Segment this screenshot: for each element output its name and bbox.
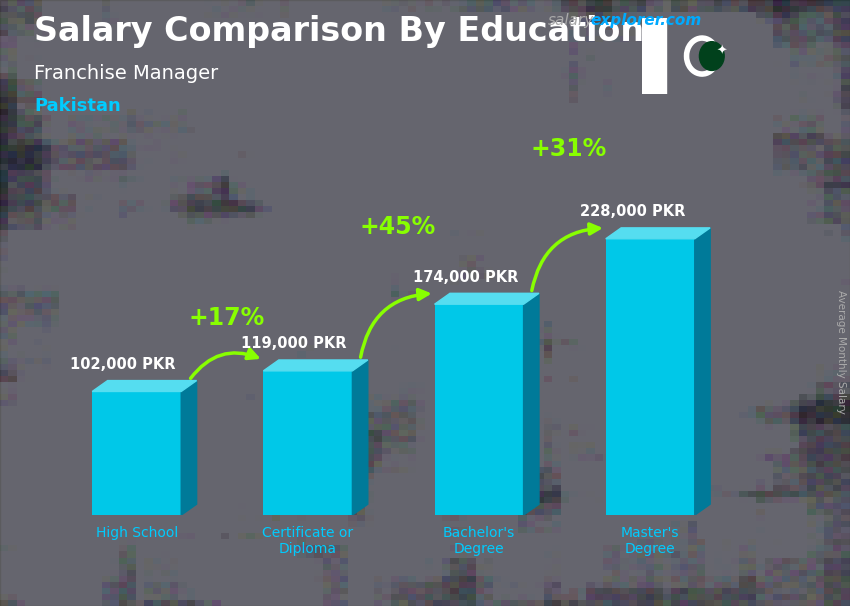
Polygon shape: [694, 228, 710, 515]
Bar: [606, 239, 694, 515]
Text: Franchise Manager: Franchise Manager: [34, 64, 218, 82]
Bar: [642, 18, 666, 94]
Polygon shape: [524, 293, 539, 515]
FancyArrowPatch shape: [190, 349, 258, 378]
Text: 102,000 PKR: 102,000 PKR: [71, 357, 176, 372]
Text: explorer.com: explorer.com: [591, 13, 702, 28]
Text: +17%: +17%: [188, 305, 264, 330]
Text: Pakistan: Pakistan: [34, 97, 121, 115]
Polygon shape: [434, 293, 539, 304]
Text: +45%: +45%: [360, 215, 435, 239]
Bar: [92, 391, 181, 515]
Bar: [434, 304, 524, 515]
Circle shape: [700, 42, 724, 70]
Text: Average Monthly Salary: Average Monthly Salary: [836, 290, 846, 413]
Polygon shape: [264, 360, 368, 371]
Text: ✦: ✦: [717, 45, 727, 58]
FancyArrowPatch shape: [360, 290, 428, 357]
Text: Salary Comparison By Education: Salary Comparison By Education: [34, 15, 644, 48]
Text: 228,000 PKR: 228,000 PKR: [581, 204, 686, 219]
Polygon shape: [181, 381, 196, 515]
Text: +31%: +31%: [530, 137, 607, 161]
FancyArrowPatch shape: [532, 224, 599, 290]
Polygon shape: [353, 360, 368, 515]
Polygon shape: [606, 228, 710, 239]
Polygon shape: [92, 381, 196, 391]
Bar: [264, 371, 353, 515]
Text: 174,000 PKR: 174,000 PKR: [413, 270, 518, 285]
Text: salary: salary: [548, 13, 594, 28]
Text: 119,000 PKR: 119,000 PKR: [241, 336, 347, 351]
